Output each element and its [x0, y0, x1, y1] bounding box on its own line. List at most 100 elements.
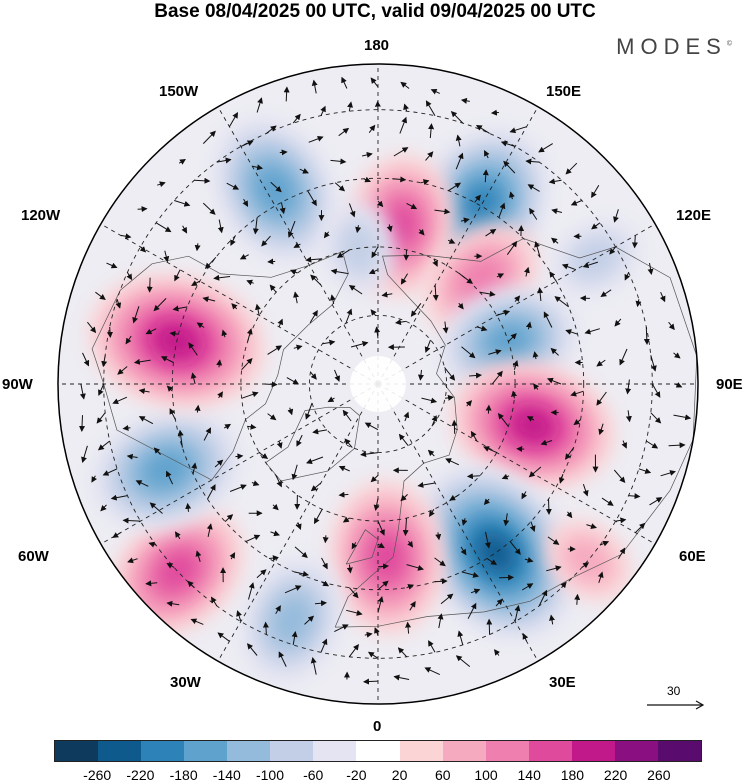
wind-vector	[223, 423, 232, 430]
wind-vector	[551, 237, 559, 244]
wind-vector	[287, 220, 296, 238]
wind-vector	[269, 284, 277, 293]
wind-vector	[364, 422, 379, 431]
wind-vector	[550, 347, 559, 356]
wind-vector	[81, 445, 88, 464]
map-disk	[58, 64, 698, 704]
wind-vector	[132, 306, 140, 324]
wind-vector	[570, 200, 582, 206]
colorbar-swatch	[141, 741, 185, 761]
wind-vector	[548, 178, 562, 185]
coastline	[91, 251, 349, 481]
wind-vector	[213, 274, 231, 281]
wind-vector	[334, 182, 346, 192]
wind-vector	[342, 409, 352, 422]
colorbar-swatch	[184, 741, 228, 761]
wind-vector	[377, 563, 389, 570]
wind-vector	[334, 624, 349, 633]
wind-vector	[177, 429, 184, 448]
wind-vector	[467, 602, 477, 619]
wind-vector	[188, 342, 198, 356]
wind-vector	[307, 190, 317, 207]
colorbar-swatch	[571, 741, 615, 761]
wind-vector	[486, 618, 493, 635]
wind-vector	[194, 404, 201, 413]
wind-vector	[628, 493, 641, 500]
wind-vector	[310, 482, 322, 492]
wind-vector	[393, 147, 409, 157]
wind-vector	[668, 442, 686, 449]
label-90e: 90E	[716, 376, 743, 393]
wind-vector	[202, 296, 216, 303]
wind-vector	[617, 547, 626, 559]
wind-vector	[406, 584, 415, 590]
wind-vector	[475, 124, 490, 134]
wind-vector	[137, 206, 148, 213]
wind-vector	[344, 438, 353, 448]
wind-vectors	[79, 76, 692, 685]
wind-vector	[647, 263, 654, 275]
wind-vector	[499, 574, 515, 581]
wind-vector	[565, 329, 578, 335]
wind-vector	[349, 587, 359, 599]
wind-vector	[526, 416, 535, 422]
meridian-line	[377, 106, 539, 385]
wind-vector	[582, 261, 599, 269]
wind-vector	[157, 181, 166, 188]
wind-vector	[461, 346, 476, 359]
wind-vector	[386, 224, 393, 233]
wind-vector	[440, 593, 454, 605]
wind-vector	[573, 419, 581, 426]
meridian-line	[377, 383, 656, 545]
wind-vector	[547, 536, 560, 545]
wind-vector	[270, 530, 280, 537]
wind-vector	[91, 475, 97, 483]
wind-vector	[246, 279, 254, 286]
wind-vector	[638, 468, 652, 474]
wind-vector	[403, 411, 410, 422]
wind-vector	[107, 326, 113, 338]
wind-vector	[540, 439, 553, 446]
wind-vector	[432, 258, 438, 267]
wind-vector	[565, 162, 578, 175]
wind-vector	[360, 451, 379, 458]
wind-vector	[309, 310, 318, 324]
wind-vector	[582, 484, 589, 497]
wind-vector	[178, 158, 186, 165]
wind-vector	[246, 328, 253, 342]
wind-vector	[601, 497, 614, 506]
wind-vector	[364, 631, 373, 638]
wind-vector	[485, 404, 492, 414]
wind-vector	[224, 514, 234, 522]
wind-vector	[322, 339, 336, 346]
wind-vector	[216, 157, 232, 164]
wind-vector	[483, 498, 491, 506]
wind-vector	[278, 651, 287, 667]
wind-vector	[506, 240, 518, 255]
wind-vector	[299, 168, 309, 174]
wind-vector	[460, 97, 470, 104]
wind-vector	[597, 571, 604, 583]
wind-vector	[148, 541, 157, 548]
wind-vector	[521, 491, 528, 500]
wind-vector	[596, 391, 607, 406]
wind-vector	[614, 318, 622, 327]
wind-vector	[174, 200, 191, 207]
wind-vector	[635, 299, 642, 308]
wind-vector	[311, 79, 318, 94]
wind-vector	[368, 124, 376, 134]
wind-vector	[484, 531, 491, 549]
wind-vector	[206, 523, 213, 538]
wind-vector	[479, 290, 496, 297]
wind-vector	[267, 258, 276, 265]
label-150w: 150W	[159, 83, 199, 100]
wind-vector	[500, 140, 516, 147]
wind-vector	[279, 202, 286, 215]
wind-vector	[501, 473, 510, 480]
wind-vector	[79, 383, 86, 400]
wind-vector	[263, 381, 278, 388]
wind-vector	[221, 329, 228, 338]
wind-vector	[323, 231, 330, 239]
wind-vector	[229, 552, 236, 560]
